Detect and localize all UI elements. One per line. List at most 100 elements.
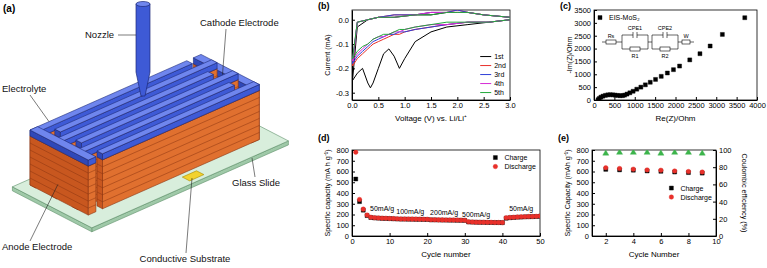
plot-area	[603, 150, 706, 175]
tick-mark	[352, 215, 355, 216]
legend-swatch	[480, 83, 491, 84]
data-point	[648, 80, 652, 84]
tick: 80	[713, 163, 727, 172]
legend-label: 2nd	[494, 62, 506, 69]
data-point	[743, 16, 747, 20]
circuit-wire	[637, 35, 648, 36]
tick: 1.0	[400, 97, 410, 110]
legend-item: 3rd	[480, 71, 504, 78]
x-axis-title: Voltage (V) vs. Li/Li⁺	[395, 114, 467, 123]
x-axis: 0.00.51.01.52.02.53.0	[347, 97, 515, 110]
tick-label: 200	[336, 210, 349, 219]
legend-swatch	[493, 156, 497, 160]
tick-mark	[594, 100, 597, 101]
tick-label: 4000	[749, 101, 766, 110]
tick: 20	[713, 215, 727, 224]
legend-label: 3rd	[494, 71, 504, 78]
tick-label: 0	[345, 232, 349, 241]
tick-label: 40	[499, 237, 507, 246]
tick-label: 1000	[627, 101, 644, 110]
tick: 6	[659, 233, 663, 246]
tick-mark	[635, 97, 636, 100]
legend-item: 1st	[480, 53, 503, 60]
tick-label: 0.0	[347, 101, 357, 110]
tick: 400	[336, 189, 355, 198]
tick-label: 500	[576, 178, 589, 187]
leader-line	[30, 95, 49, 122]
tick-mark	[688, 233, 689, 236]
tick: 2000	[668, 97, 685, 110]
tick-mark	[378, 97, 379, 100]
tick-mark	[352, 236, 355, 237]
tick: 100	[336, 221, 355, 230]
y2-axis-title: Coulombic efficiency (%)	[740, 154, 749, 233]
tick: 1.5	[426, 97, 436, 110]
tick-mark	[465, 233, 466, 236]
layer-line	[88, 191, 96, 194]
chart: 0500100015002000250030003500400005001000…	[560, 1, 766, 123]
tick: 200	[336, 210, 355, 219]
tick-label: 20	[424, 237, 432, 246]
tick-mark	[592, 172, 595, 173]
tick-mark	[592, 161, 595, 162]
layer-line	[88, 198, 96, 201]
tick: 100	[713, 146, 732, 155]
chart: 010203040500100200300400500600700800(d)C…	[318, 133, 545, 259]
circuit-label: Rs	[608, 33, 615, 39]
tick: 0	[587, 96, 597, 105]
legend-label: Charge	[504, 154, 527, 162]
circuit-wire	[622, 35, 633, 36]
plot-area	[353, 10, 510, 88]
tick-label: 0.5	[374, 101, 384, 110]
data-point	[665, 71, 669, 75]
legend-item: EIS-MoS₂	[598, 14, 640, 21]
y-axis-title: -Im(Z)/Ohm	[565, 36, 574, 73]
tick-mark	[716, 97, 717, 100]
data-point	[686, 169, 691, 174]
anode-bus	[88, 163, 96, 215]
tick-mark	[594, 10, 597, 11]
tick-mark	[352, 172, 355, 173]
tick-label: 800	[576, 146, 589, 155]
layer-line	[97, 199, 103, 202]
tick-label: 400	[336, 189, 349, 198]
x-axis: 01020304050	[350, 233, 544, 246]
tick-label: 0	[587, 96, 591, 105]
circuit-wire	[667, 35, 678, 36]
layer-line	[88, 205, 96, 208]
circuit-label: CPE2	[658, 25, 672, 31]
layer-line	[97, 185, 103, 188]
plot-frame	[594, 10, 757, 100]
tick-mark	[633, 233, 634, 236]
tick-mark	[510, 97, 511, 100]
tick-mark	[592, 204, 595, 205]
tick-mark	[713, 219, 716, 220]
tick: 10	[386, 233, 394, 246]
leader-line	[223, 29, 227, 75]
y-axis: 0100200300400500600700800	[576, 146, 595, 241]
tick: 3500	[729, 97, 746, 110]
tick-mark	[614, 97, 615, 100]
tick: 3500	[574, 6, 597, 15]
tick-mark	[352, 161, 355, 162]
tick: 0.5	[374, 97, 384, 110]
data-point	[538, 214, 540, 219]
circuit-wire	[633, 32, 634, 38]
tick-label: 3.0	[505, 101, 515, 110]
nozzle	[136, 4, 150, 96]
tick-label: 80	[719, 163, 727, 172]
legend-swatch	[480, 56, 491, 57]
panel-label: (a)	[3, 3, 15, 14]
data-point	[700, 170, 705, 175]
tick-mark	[405, 97, 406, 100]
tick-label: 2.5	[479, 101, 489, 110]
circuit-wire	[663, 32, 664, 38]
data-point	[639, 85, 643, 89]
tick: 200	[576, 210, 595, 219]
data-point	[678, 64, 682, 68]
circuit-resistor	[630, 47, 640, 51]
tick-mark	[594, 36, 597, 37]
tick: 600	[336, 167, 355, 176]
legend-item: Charge	[493, 154, 527, 162]
tick-mark	[594, 87, 597, 88]
